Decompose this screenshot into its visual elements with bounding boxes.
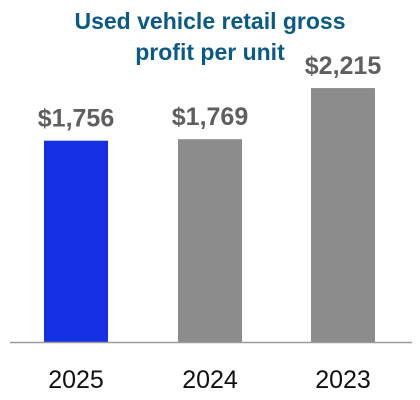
x-tick-label-2025: 2025 xyxy=(48,366,104,394)
bar-2024 xyxy=(178,139,242,342)
bar-2025 xyxy=(44,140,108,342)
chart-title: Used vehicle retail gross profit per uni… xyxy=(0,6,420,68)
chart-title-line-1: Used vehicle retail gross xyxy=(74,8,346,34)
value-label-2024: $1,769 xyxy=(172,103,248,131)
value-label-2023: $2,215 xyxy=(305,52,382,80)
x-tick-label-2024: 2024 xyxy=(182,366,238,394)
x-tick-label-2023: 2023 xyxy=(315,366,371,394)
chart-title-line-2: profit per unit xyxy=(135,39,285,65)
bar-2023 xyxy=(311,88,375,342)
value-label-2025: $1,756 xyxy=(38,105,114,133)
